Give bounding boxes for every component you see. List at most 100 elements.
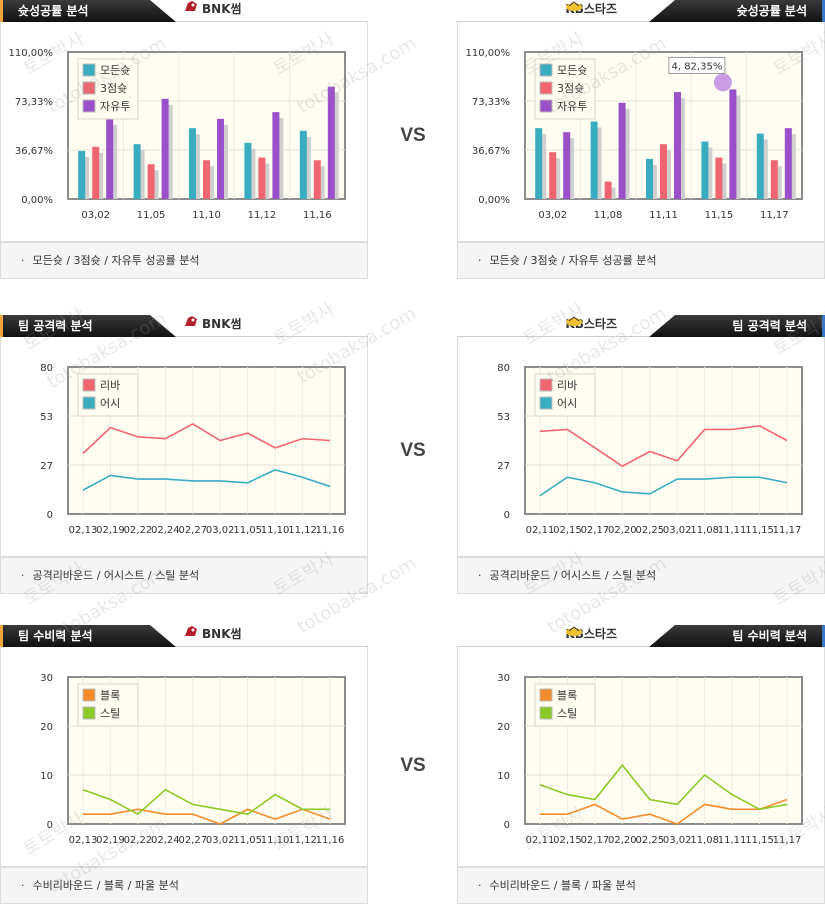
x-tick-label: 03,02 (663, 835, 692, 846)
series-line (540, 798, 788, 825)
x-tick-label: 11,12 (288, 835, 317, 846)
legend-label: 스틸 (100, 707, 120, 720)
x-tick-label: 03,02 (538, 210, 567, 221)
bar-shadow (608, 187, 616, 199)
y-tick-label: 27 (40, 461, 53, 472)
panel-header: 슛성공률 분석 BNK썸 (0, 0, 368, 22)
bar-shadow (262, 163, 270, 199)
bar-shadow (539, 134, 547, 199)
bar-shadow (82, 156, 90, 199)
x-tick-label: 02,24 (151, 525, 180, 536)
legend-label: 블록 (100, 689, 120, 702)
bar-shadow (664, 150, 671, 199)
panel-footer: · 수비리바운드 / 블록 / 파울 분석 (0, 867, 368, 904)
panel-header: 팀 공격력 분석 KB스타즈 (457, 315, 825, 337)
tooltip-box (668, 56, 726, 74)
y-tick-label: 27 (497, 461, 510, 472)
y-tick-label: 0 (47, 510, 53, 521)
legend-swatch (82, 81, 96, 95)
bar-shadow (760, 139, 768, 199)
legend-label: 블록 (557, 689, 577, 702)
panel-header: 팀 수비력 분석 KB스타즈 (457, 625, 825, 647)
x-tick-label: 11,12 (248, 210, 277, 221)
x-tick-label: 11,11 (718, 835, 747, 846)
legend-swatch (82, 688, 96, 702)
panel-header: 팀 공격력 분석 BNK썸 (0, 315, 368, 337)
x-tick-label: 02,19 (96, 525, 125, 536)
series-line (82, 788, 330, 816)
x-tick-label: 02,25 (635, 525, 664, 536)
bar (147, 164, 155, 199)
legend-swatch (539, 81, 553, 95)
y-tick-label: 30 (497, 673, 510, 684)
series-line (82, 469, 331, 491)
y-tick-label: 73,33% (15, 97, 53, 108)
legend-label: 3점슛 (100, 82, 127, 95)
bar-shadow (705, 147, 713, 199)
y-tick-label: 80 (497, 363, 510, 374)
panel-footer: · 공격리바운드 / 어시스트 / 스틸 분석 (0, 557, 368, 594)
x-tick-label: 11,11 (649, 210, 678, 221)
x-tick-label: 11,08 (690, 525, 719, 536)
y-tick-label: 0 (47, 820, 53, 831)
bar (729, 89, 737, 199)
x-tick-label: 03,02 (663, 525, 692, 536)
y-tick-label: 53 (40, 412, 53, 423)
x-tick-label: 11,05 (233, 835, 262, 846)
line-chart: 027538002,1102,1502,1702,2002,2503,0211,… (497, 363, 803, 536)
x-tick-label: 02,11 (526, 835, 555, 846)
offense-panel-home: 팀 공격력 분석 BNK썸 0 27 53 80 02,13 02,19 02,22 02,2… (0, 315, 368, 595)
bar (92, 146, 100, 199)
bar-shadow (331, 92, 339, 199)
y-tick-label: 0,00% (478, 195, 510, 206)
bar (660, 144, 667, 199)
panel-title: 팀 공격력 분석 (0, 315, 176, 337)
bar-chart: 0,00% 36,67% 73,33% 110,00% 03,02 11,05 11,10 1… (9, 48, 346, 221)
defense-panel-home: 팀 수비력 분석 BNK썸 0 10 20 30 02,13 02,19 02,22 02,2… (0, 625, 368, 905)
panel-footer: · 수비리바운드 / 블록 / 파울 분석 (457, 867, 825, 904)
bar (590, 121, 598, 199)
y-tick-label: 73,33% (472, 97, 510, 108)
legend-swatch (82, 396, 96, 410)
bar-shadow (553, 158, 561, 199)
bar-shadow (719, 163, 727, 199)
x-tick-label: 02,15 (553, 835, 582, 846)
x-tick-label: 11,16 (303, 210, 332, 221)
bar-shadow (567, 138, 575, 199)
x-tick-label: 11,11 (718, 525, 747, 536)
x-tick-label: 11,10 (192, 210, 221, 221)
x-tick-label: 02,27 (178, 835, 207, 846)
bar (106, 118, 114, 199)
x-tick-label: 11,10 (261, 835, 290, 846)
bar-shadow (248, 148, 256, 199)
team-name-away: KB스타즈 (565, 315, 635, 337)
x-tick-label: 02,24 (151, 835, 180, 846)
legend-swatch (539, 688, 553, 702)
bar (715, 157, 723, 199)
bar-shadow (96, 152, 104, 199)
legend-label: 모든슛 (557, 64, 587, 77)
team-logo-icon (184, 316, 198, 329)
bar (299, 130, 307, 199)
shooting-panel-home: 슛성공률 분석 BNK썸 0,00% 36,67% 73,33% 110,00% 03,… (0, 0, 368, 280)
x-tick-label: 02,13 (69, 525, 98, 536)
bar (133, 144, 141, 199)
chart-box: 0 10 20 30 02,11 02,15 02,17 02,20 02,25 03,02 11,… (457, 647, 825, 867)
bar-shadow (774, 166, 782, 199)
y-tick-label: 0 (504, 510, 510, 521)
x-tick-label: 11,17 (773, 525, 802, 536)
chart-box: 0 27 53 80 02,11 02,15 02,17 02,20 02,25 03,02 11,… (457, 337, 825, 557)
chart-box: 0 10 20 30 02,13 02,19 02,22 02,24 02,27 03,02 11,… (0, 647, 368, 867)
x-tick-label: 03,02 (206, 525, 235, 536)
team-name-away: KB스타즈 (565, 0, 635, 22)
x-tick-label: 11,15 (745, 835, 774, 846)
panel-footer: · 모든슛 / 3점슛 / 자유투 성공률 분석 (0, 242, 368, 279)
legend-swatch (82, 99, 96, 113)
bar-shadow (594, 127, 602, 199)
bar (563, 132, 571, 199)
x-tick-label: 03,02 (81, 210, 110, 221)
x-tick-label: 02,22 (124, 835, 153, 846)
team-logo-icon (566, 626, 635, 639)
defense-panel-away: 팀 수비력 분석 KB스타즈 0 10 20 30 02,11 02,15 02,17 02,… (457, 625, 825, 905)
x-tick-label: 02,20 (608, 835, 637, 846)
